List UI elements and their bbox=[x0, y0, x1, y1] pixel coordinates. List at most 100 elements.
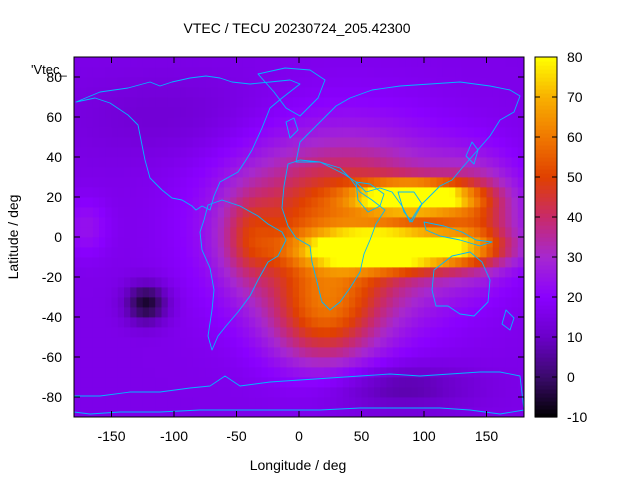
heatmap-cell bbox=[186, 127, 194, 138]
heatmap-cell bbox=[186, 107, 194, 118]
heatmap-cell bbox=[305, 77, 312, 88]
heatmap-cell bbox=[180, 117, 187, 128]
heatmap-cell bbox=[99, 187, 106, 198]
heatmap-cell bbox=[92, 147, 100, 158]
heatmap-cell bbox=[199, 167, 206, 178]
heatmap-cell bbox=[324, 147, 331, 158]
heatmap-cell bbox=[80, 337, 87, 348]
heatmap-cell bbox=[230, 87, 237, 98]
heatmap-cell bbox=[449, 57, 456, 68]
heatmap-cell bbox=[492, 217, 500, 228]
heatmap-cell bbox=[292, 237, 300, 248]
heatmap-cell bbox=[242, 97, 250, 108]
heatmap-cell bbox=[92, 237, 100, 248]
heatmap-cell bbox=[74, 157, 81, 168]
heatmap-cell bbox=[161, 87, 169, 98]
heatmap-cell bbox=[405, 97, 412, 108]
heatmap-cell bbox=[467, 257, 475, 268]
heatmap-cell bbox=[192, 327, 200, 338]
heatmap-cell bbox=[505, 217, 512, 228]
heatmap-cell bbox=[174, 157, 181, 168]
heatmap-cell bbox=[517, 407, 525, 418]
heatmap-cell bbox=[205, 277, 212, 288]
heatmap-cell bbox=[336, 117, 344, 128]
heatmap-cell bbox=[480, 277, 487, 288]
heatmap-cell bbox=[80, 77, 87, 88]
heatmap-cell bbox=[405, 267, 412, 278]
heatmap-cell bbox=[274, 307, 281, 318]
heatmap-cell bbox=[449, 287, 456, 298]
heatmap-cell bbox=[305, 367, 312, 378]
heatmap-cell bbox=[374, 267, 381, 278]
heatmap-cell bbox=[267, 137, 275, 148]
heatmap-cell bbox=[386, 117, 394, 128]
heatmap-cell bbox=[361, 117, 369, 128]
heatmap-cell bbox=[411, 337, 419, 348]
heatmap-cell bbox=[80, 267, 87, 278]
heatmap-cell bbox=[192, 137, 200, 148]
heatmap-cell bbox=[217, 307, 225, 318]
heatmap-cell bbox=[217, 87, 225, 98]
heatmap-cell bbox=[455, 127, 462, 138]
heatmap-cell bbox=[399, 57, 406, 68]
heatmap-cell bbox=[505, 267, 512, 278]
heatmap-cell bbox=[474, 377, 481, 388]
heatmap-cell bbox=[161, 77, 169, 88]
heatmap-cell bbox=[105, 277, 112, 288]
x-tick-label: 0 bbox=[295, 428, 303, 444]
heatmap-cell bbox=[280, 157, 287, 168]
heatmap-cell bbox=[167, 217, 175, 228]
heatmap-cell bbox=[99, 87, 106, 98]
heatmap-cell bbox=[417, 187, 425, 198]
heatmap-cell bbox=[130, 197, 137, 208]
heatmap-cell bbox=[311, 257, 319, 268]
heatmap-cell bbox=[142, 397, 150, 408]
heatmap-cell bbox=[192, 297, 200, 308]
heatmap-cell bbox=[311, 297, 319, 308]
heatmap-cell bbox=[399, 117, 406, 128]
heatmap-cell bbox=[492, 307, 500, 318]
heatmap-cell bbox=[230, 227, 237, 238]
colorbar-segment bbox=[535, 237, 557, 242]
heatmap-cell bbox=[355, 247, 362, 258]
heatmap-cell bbox=[399, 317, 406, 328]
heatmap-cell bbox=[149, 257, 156, 268]
heatmap-cell bbox=[111, 227, 119, 238]
heatmap-cell bbox=[280, 77, 287, 88]
heatmap-cell bbox=[130, 67, 137, 78]
y-tick-label: 60 bbox=[46, 109, 62, 125]
heatmap-cell bbox=[292, 297, 300, 308]
heatmap-cell bbox=[449, 317, 456, 328]
heatmap-cell bbox=[474, 57, 481, 68]
heatmap-cell bbox=[124, 107, 131, 118]
heatmap-cell bbox=[217, 97, 225, 108]
heatmap-cell bbox=[474, 207, 481, 218]
heatmap-cell bbox=[249, 307, 256, 318]
heatmap-cell bbox=[411, 297, 419, 308]
heatmap-cell bbox=[180, 347, 187, 358]
heatmap-cell bbox=[399, 327, 406, 338]
heatmap-cell bbox=[117, 147, 125, 158]
heatmap-cell bbox=[192, 77, 200, 88]
heatmap-cell bbox=[299, 147, 306, 158]
heatmap-cell bbox=[149, 137, 156, 148]
heatmap-cell bbox=[417, 327, 425, 338]
heatmap-cell bbox=[224, 257, 231, 268]
heatmap-cell bbox=[130, 227, 137, 238]
heatmap-cell bbox=[305, 397, 312, 408]
heatmap-cell bbox=[255, 137, 262, 148]
heatmap-cell bbox=[392, 357, 400, 368]
heatmap-cell bbox=[155, 347, 162, 358]
heatmap-cell bbox=[124, 157, 131, 168]
heatmap-cell bbox=[130, 277, 137, 288]
heatmap-cell bbox=[74, 97, 81, 108]
heatmap-cell bbox=[467, 277, 475, 288]
heatmap-cell bbox=[186, 167, 194, 178]
heatmap-cell bbox=[380, 247, 387, 258]
heatmap-cell bbox=[480, 177, 487, 188]
heatmap-cell bbox=[355, 227, 362, 238]
heatmap-cell bbox=[249, 257, 256, 268]
heatmap-cell bbox=[74, 117, 81, 128]
heatmap-cell bbox=[111, 397, 119, 408]
heatmap-cell bbox=[199, 87, 206, 98]
